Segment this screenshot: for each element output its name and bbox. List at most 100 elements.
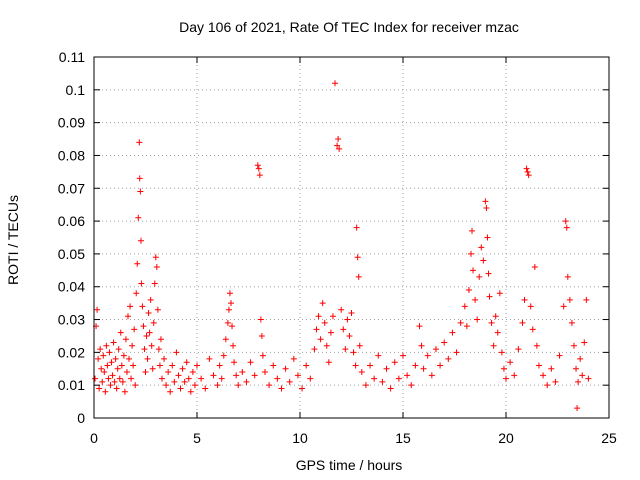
data-point: [165, 369, 172, 376]
data-point: [121, 388, 128, 395]
data-point: [488, 319, 495, 326]
data-point: [470, 267, 477, 274]
data-point: [494, 329, 501, 336]
data-point: [340, 326, 347, 333]
data-point: [131, 326, 138, 333]
data-point: [327, 329, 334, 336]
data-point: [150, 319, 157, 326]
data-point: [383, 365, 390, 372]
y-tick-label: 0.1: [66, 82, 86, 98]
data-point: [531, 264, 538, 271]
data-point: [311, 346, 318, 353]
data-point: [515, 346, 522, 353]
data-point: [323, 342, 330, 349]
data-point: [474, 316, 481, 323]
data-point: [229, 323, 236, 330]
data-point: [482, 198, 489, 205]
data-point: [247, 359, 254, 366]
x-axis-label: GPS time / hours: [296, 457, 403, 473]
data-point: [157, 336, 164, 343]
data-point: [585, 375, 592, 382]
data-point: [344, 316, 351, 323]
data-point: [346, 332, 353, 339]
data-point: [261, 369, 268, 376]
data-points: [92, 80, 592, 412]
data-point: [315, 313, 322, 320]
axis-layer: 0 0.01 0.02 0.03 0.04 0.05 0.06 0.07 0.08 0.09 0.1…: [58, 49, 617, 446]
data-point: [367, 362, 374, 369]
x-tick-label: 10: [292, 430, 308, 446]
data-point: [325, 359, 332, 366]
data-point: [282, 365, 289, 372]
data-point: [490, 342, 497, 349]
x-tick-label: 5: [193, 430, 201, 446]
y-axis-label: ROTI / TECUs: [5, 195, 21, 285]
data-point: [562, 218, 569, 225]
data-point: [290, 355, 297, 362]
data-point: [467, 250, 474, 257]
data-point: [216, 362, 223, 369]
data-point: [111, 378, 118, 385]
data-point: [563, 224, 570, 231]
data-point: [500, 365, 507, 372]
data-point: [142, 369, 149, 376]
data-point: [138, 280, 145, 287]
data-point: [254, 162, 261, 169]
data-point: [230, 342, 237, 349]
data-point: [480, 257, 487, 264]
data-point: [133, 290, 140, 297]
data-point: [137, 188, 144, 195]
data-point: [134, 260, 141, 267]
data-point: [137, 237, 144, 244]
data-point: [535, 362, 542, 369]
data-point: [202, 385, 209, 392]
y-tick-label: 0.04: [58, 279, 85, 295]
data-point: [552, 378, 559, 385]
data-point: [465, 287, 472, 294]
data-point: [476, 273, 483, 280]
data-point: [303, 362, 310, 369]
data-point: [98, 365, 105, 372]
data-point: [428, 372, 435, 379]
data-point: [114, 365, 121, 372]
data-point: [153, 264, 160, 271]
y-tick-label: 0.08: [58, 147, 85, 163]
data-point: [206, 355, 213, 362]
data-point: [457, 319, 464, 326]
data-point: [210, 372, 217, 379]
data-point: [362, 382, 369, 389]
data-point: [358, 369, 365, 376]
data-point: [575, 378, 582, 385]
data-point: [106, 349, 113, 356]
data-point: [354, 254, 361, 261]
data-point: [338, 306, 345, 313]
data-point: [143, 332, 150, 339]
data-point: [463, 323, 470, 330]
data-point: [437, 362, 444, 369]
data-point: [243, 378, 250, 385]
data-point: [375, 352, 382, 359]
data-point: [145, 309, 152, 316]
data-point: [313, 326, 320, 333]
data-point: [225, 306, 232, 313]
data-point: [239, 369, 246, 376]
data-point: [177, 385, 184, 392]
data-point: [139, 303, 146, 310]
data-point: [97, 346, 104, 353]
data-point: [348, 309, 355, 316]
data-point: [453, 349, 460, 356]
data-point: [317, 336, 324, 343]
data-point: [108, 359, 115, 366]
data-point: [110, 339, 117, 346]
data-point: [171, 378, 178, 385]
x-tick-label: 25: [601, 430, 617, 446]
data-point: [524, 168, 531, 175]
data-point: [334, 142, 341, 149]
data-point: [573, 365, 580, 372]
y-tick-label: 0.05: [58, 246, 85, 262]
data-point: [116, 375, 123, 382]
data-point: [95, 355, 102, 362]
data-point: [371, 375, 378, 382]
data-point: [101, 369, 108, 376]
data-point: [113, 385, 120, 392]
